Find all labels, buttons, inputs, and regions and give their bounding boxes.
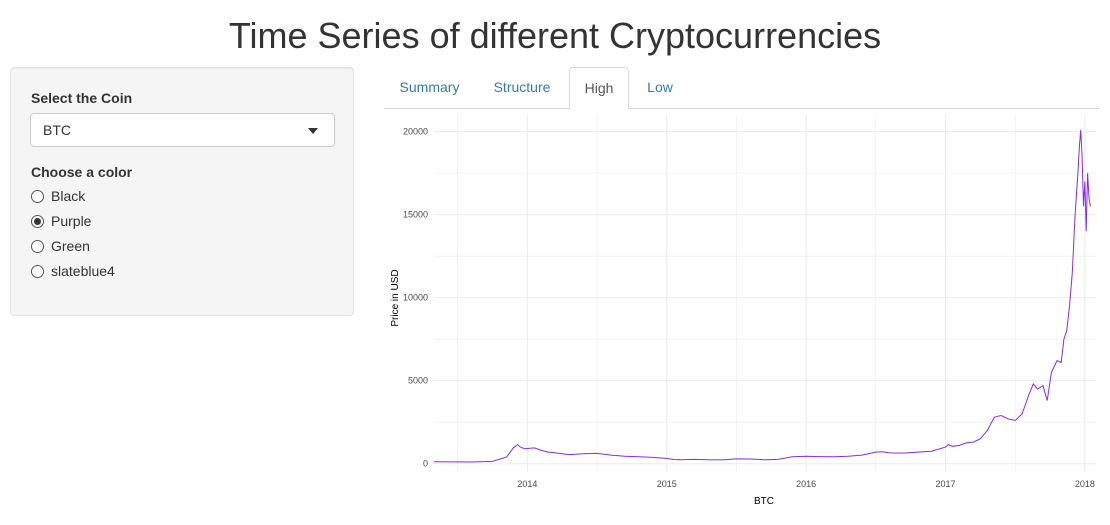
coin-select-label: Select the Coin <box>31 90 133 106</box>
x-axis-label: BTC <box>754 496 774 507</box>
y-tick-label: 10000 <box>403 293 428 303</box>
x-tick-label: 2016 <box>796 479 816 489</box>
radio-button[interactable] <box>31 264 44 278</box>
coin-select-value: BTC <box>43 122 71 138</box>
radio-option-label: Purple <box>51 213 92 229</box>
radio-option-label: Black <box>51 188 86 204</box>
x-tick-label: 2014 <box>517 479 537 489</box>
page-title: Time Series of different Cryptocurrencie… <box>228 15 882 56</box>
x-tick-label: 2017 <box>935 479 955 489</box>
price-chart: 0 5000 10000 15000 20000 2014 2015 2016 2017 2018… <box>390 115 1096 507</box>
tab-structure[interactable]: Structure <box>493 79 551 95</box>
color-radio-label: Choose a color <box>31 164 133 180</box>
radio-option-slateblue4[interactable]: slateblue4 <box>31 261 115 281</box>
y-axis-label: Price in USD <box>390 269 401 326</box>
series-line <box>433 129 1091 463</box>
radio-option-purple[interactable]: Purple <box>31 211 91 231</box>
chart-area: 0 5000 10000 15000 20000 2014 2015 2016 2017 2018… <box>384 110 1100 520</box>
radio-option-black[interactable]: Black <box>31 186 85 206</box>
tab-summary[interactable]: Summary <box>399 79 460 95</box>
x-tick-label: 2015 <box>657 479 677 489</box>
radio-option-label: slateblue4 <box>51 263 115 279</box>
x-tick-label: 2018 <box>1075 479 1095 489</box>
radio-button[interactable] <box>31 189 44 203</box>
radio-option-green[interactable]: Green <box>31 236 90 256</box>
tab-high[interactable]: High <box>569 67 629 110</box>
coin-select[interactable]: BTC <box>30 113 335 147</box>
y-tick-label: 0 <box>423 459 428 469</box>
radio-button[interactable] <box>31 239 44 253</box>
y-tick-label: 20000 <box>403 127 428 137</box>
sidebar-panel: Select the Coin BTC Choose a color Black… <box>10 67 354 316</box>
y-tick-label: 15000 <box>403 210 428 220</box>
radio-option-label: Green <box>51 238 90 254</box>
y-tick-label: 5000 <box>408 376 428 386</box>
tab-low[interactable]: Low <box>647 79 673 95</box>
chevron-down-icon <box>308 128 318 134</box>
radio-button[interactable] <box>31 214 44 228</box>
tab-bar: Summary Structure High Low <box>384 67 1100 110</box>
